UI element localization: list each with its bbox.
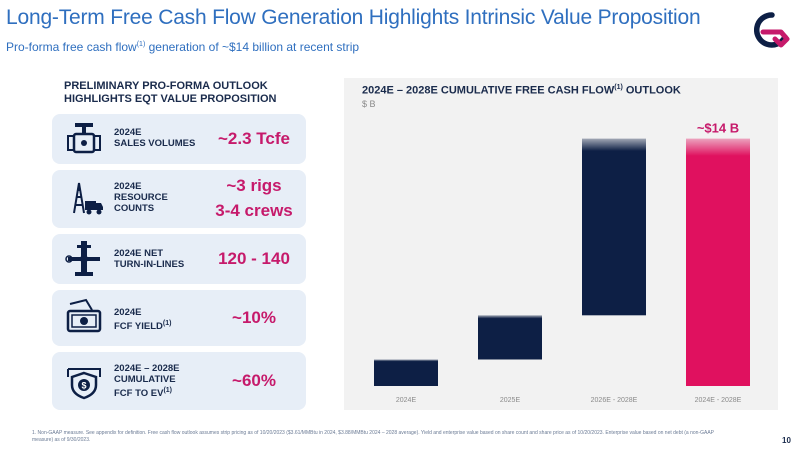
card-label-footnote-ref: (1) (163, 387, 173, 394)
card-label: 2024E FCF YIELD(1) (114, 307, 171, 332)
eqt-logo-icon (754, 12, 790, 48)
card-label-text: 2024E – 2028E CUMULATIVE FCF TO EV (114, 363, 180, 400)
x-tick-label: 2024E (396, 397, 417, 404)
card-value: ~2.3 Tcfe (218, 129, 290, 148)
drilling-rig-truck-icon (73, 182, 103, 215)
wellhead-icon (65, 241, 100, 276)
x-tick-label: 2025E (500, 397, 521, 404)
card-value: ~60% (232, 371, 276, 390)
card-fcf-yield: 2024E FCF YIELD(1) ~10% (52, 290, 306, 346)
bar-2 (582, 138, 646, 316)
card-resource-counts: 2024E RESOURCE COUNTS ~3 rigs 3-4 crews (52, 170, 306, 228)
card-sales-volumes: 2024E SALES VOLUMES ~2.3 Tcfe (52, 114, 306, 164)
bar-3 (686, 138, 750, 386)
card-label: 2024E – 2028E CUMULATIVE FCF TO EV(1) (114, 363, 180, 399)
card-label: 2024E SALES VOLUMES (114, 127, 196, 149)
card-label-text: 2024E FCF YIELD (114, 307, 163, 333)
x-tick-label: 2024E - 2028E (695, 397, 742, 404)
chart-title-text-rest: OUTLOOK (622, 84, 681, 97)
card-value-secondary: 3-4 crews (215, 201, 293, 220)
data-label: ~$14 B (697, 121, 739, 136)
card-value: ~10% (232, 308, 276, 327)
waterfall-chart: 2024E 2025E 2026E - 2028E 2024E - 2028E ~$14… (374, 121, 750, 404)
card-turn-in-lines: 2024E NET TURN-IN-LINES 120 - 140 (52, 234, 306, 284)
chart-title-footnote-ref: (1) (614, 84, 623, 91)
page-title: Long-Term Free Cash Flow Generation High… (6, 6, 701, 29)
page-number: 10 (782, 436, 791, 445)
svg-text:$: $ (81, 381, 86, 391)
chart-unit: $ B (362, 99, 376, 109)
card-label-footnote-ref: (1) (162, 320, 172, 327)
card-value: ~3 rigs (226, 176, 282, 195)
footnote: 1. Non-GAAP measure. See appendix for de… (32, 430, 714, 443)
chart-title-text: 2024E – 2028E CUMULATIVE FREE CASH FLOW (362, 84, 615, 97)
card-label: 2024E NET TURN-IN-LINES (114, 248, 185, 270)
subtitle-footnote-ref: (1) (136, 41, 146, 48)
chart-title: 2024E – 2028E CUMULATIVE FREE CASH FLOW(… (362, 84, 681, 97)
bar-1 (478, 315, 542, 360)
x-tick-label: 2026E - 2028E (591, 397, 638, 404)
card-label: 2024E RESOURCE COUNTS (114, 181, 168, 214)
card-fcf-to-ev: $ 2024E – 2028E CUMULATIVE FCF TO EV(1) … (52, 352, 306, 410)
valve-icon (67, 123, 101, 154)
card-value: 120 - 140 (218, 249, 290, 268)
subtitle-text-rest: generation of ~$14 billion at recent str… (145, 40, 360, 54)
shield-dollar-icon: $ (67, 368, 101, 400)
outlook-heading: PRELIMINARY PRO-FORMA OUTLOOK HIGHLIGHTS… (64, 80, 277, 105)
page-subtitle: Pro-forma free cash flow(1) generation o… (6, 40, 359, 54)
bar-0 (374, 359, 438, 386)
subtitle-text: Pro-forma free cash flow (6, 40, 137, 54)
cash-hand-icon (66, 298, 102, 333)
